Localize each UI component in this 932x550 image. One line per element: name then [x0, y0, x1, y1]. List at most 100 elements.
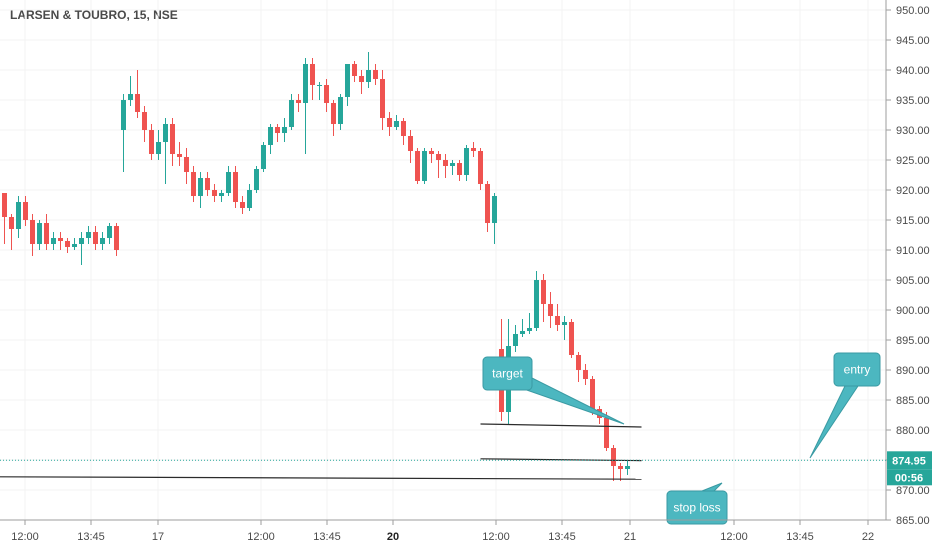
candle-body: [107, 226, 112, 238]
candle-body: [415, 151, 420, 181]
candle-body: [590, 379, 595, 409]
callout-box-target[interactable]: [482, 356, 533, 391]
candle-body: [373, 70, 378, 79]
chart-title: LARSEN & TOUBRO, 15, NSE: [10, 8, 178, 22]
last-price-tag: 874.95 00:56: [0, 451, 932, 486]
time-tick-label: 13:45: [786, 531, 814, 543]
candle-body: [30, 220, 35, 244]
candle-body: [37, 223, 42, 244]
time-tick-label: 20: [387, 531, 399, 543]
candle-body: [303, 64, 308, 103]
candle-body: [254, 169, 259, 190]
candle-body: [44, 223, 49, 244]
candle-body: [450, 163, 455, 166]
candle-body: [2, 193, 7, 217]
candle-body: [177, 154, 182, 157]
callout-label-stop-loss: stop loss: [673, 501, 720, 515]
callout-box-stop-loss[interactable]: [666, 490, 728, 525]
time-tick-label: 12:00: [720, 531, 748, 543]
time-tick-label: 21: [624, 531, 636, 543]
candle-body: [121, 100, 126, 130]
candle-body: [65, 241, 70, 247]
price-tick-label: 890.00: [896, 365, 930, 377]
candle-body: [625, 466, 630, 469]
candle-body: [219, 193, 224, 196]
candle-body: [583, 370, 588, 379]
candle-body: [457, 163, 462, 175]
gridlines: [0, 0, 886, 521]
last-price-label: 874.95: [892, 455, 926, 467]
candle-body: [51, 238, 56, 244]
price-tick-label: 945.00: [896, 35, 930, 47]
candle-body: [534, 280, 539, 328]
candle-body: [485, 184, 490, 223]
time-axis[interactable]: 12:00 13:45 17 12:00 13:45 20 12:00 13:45 21 12:0…: [11, 520, 874, 543]
candle-body: [226, 172, 231, 193]
price-axis[interactable]: 865.00870.00875.00880.00885.00890.00895.…: [886, 5, 930, 527]
trend-line-target[interactable]: [480, 423, 642, 428]
candle-body: [429, 151, 434, 154]
plot-area[interactable]: [0, 0, 886, 520]
candle-body: [436, 154, 441, 160]
candle-body: [184, 157, 189, 172]
price-tick-label: 925.00: [896, 155, 930, 167]
candle-body: [16, 202, 21, 229]
candle-body: [562, 322, 567, 325]
candle-body: [170, 124, 175, 154]
candle-body: [338, 97, 343, 124]
last-price-box: [887, 451, 932, 470]
candle-body: [86, 232, 91, 238]
trend-line-entry[interactable]: [480, 458, 642, 462]
time-tick-label: 12:00: [482, 531, 510, 543]
price-tick-label: 930.00: [896, 125, 930, 137]
price-tick-label: 950.00: [896, 5, 930, 17]
price-tick-label: 940.00: [896, 65, 930, 77]
candle-body: [569, 322, 574, 355]
candle-body: [387, 118, 392, 127]
price-tick-label: 865.00: [896, 515, 930, 527]
trend-lines[interactable]: [0, 423, 642, 480]
price-tick-label: 935.00: [896, 95, 930, 107]
candle-body: [548, 304, 553, 316]
candle-body: [345, 64, 350, 97]
candle-body: [359, 76, 364, 82]
price-tick-label: 895.00: [896, 335, 930, 347]
trend-line-stop-loss[interactable]: [0, 476, 642, 480]
candle-body: [492, 196, 497, 223]
time-tick-label: 13:45: [548, 531, 576, 543]
candle-body: [240, 202, 245, 208]
candle-body: [527, 328, 532, 331]
candle-body: [576, 355, 581, 370]
callout-box-entry[interactable]: [833, 352, 881, 387]
candle-body: [205, 178, 210, 190]
candle-body: [611, 448, 616, 466]
candle-body: [163, 124, 168, 142]
time-tick-label: 12:00: [247, 531, 275, 543]
candle-body: [443, 160, 448, 166]
callouts[interactable]: target entry stop loss: [482, 352, 881, 525]
candle-body: [513, 334, 518, 346]
candle-body: [541, 280, 546, 304]
price-tick-label: 920.00: [896, 185, 930, 197]
price-tick-label: 880.00: [896, 425, 930, 437]
candle-body: [72, 244, 77, 247]
candle-body: [156, 142, 161, 154]
countdown-box: [887, 469, 932, 486]
time-tick-label: 13:45: [77, 531, 105, 543]
price-tick-label: 915.00: [896, 215, 930, 227]
callout-label-entry: entry: [844, 363, 871, 377]
time-tick-label: 12:00: [11, 531, 39, 543]
candle-body: [478, 151, 483, 184]
candle-body: [23, 202, 28, 220]
candle-body: [401, 121, 406, 136]
candle-body: [142, 112, 147, 130]
price-tick-label: 885.00: [896, 395, 930, 407]
candle-body: [100, 238, 105, 244]
candle-body: [79, 238, 84, 244]
candle-body: [275, 127, 280, 133]
callout-label-target: target: [492, 367, 523, 381]
candle-body: [191, 172, 196, 196]
candle-body: [331, 103, 336, 124]
candle-body: [555, 316, 560, 325]
